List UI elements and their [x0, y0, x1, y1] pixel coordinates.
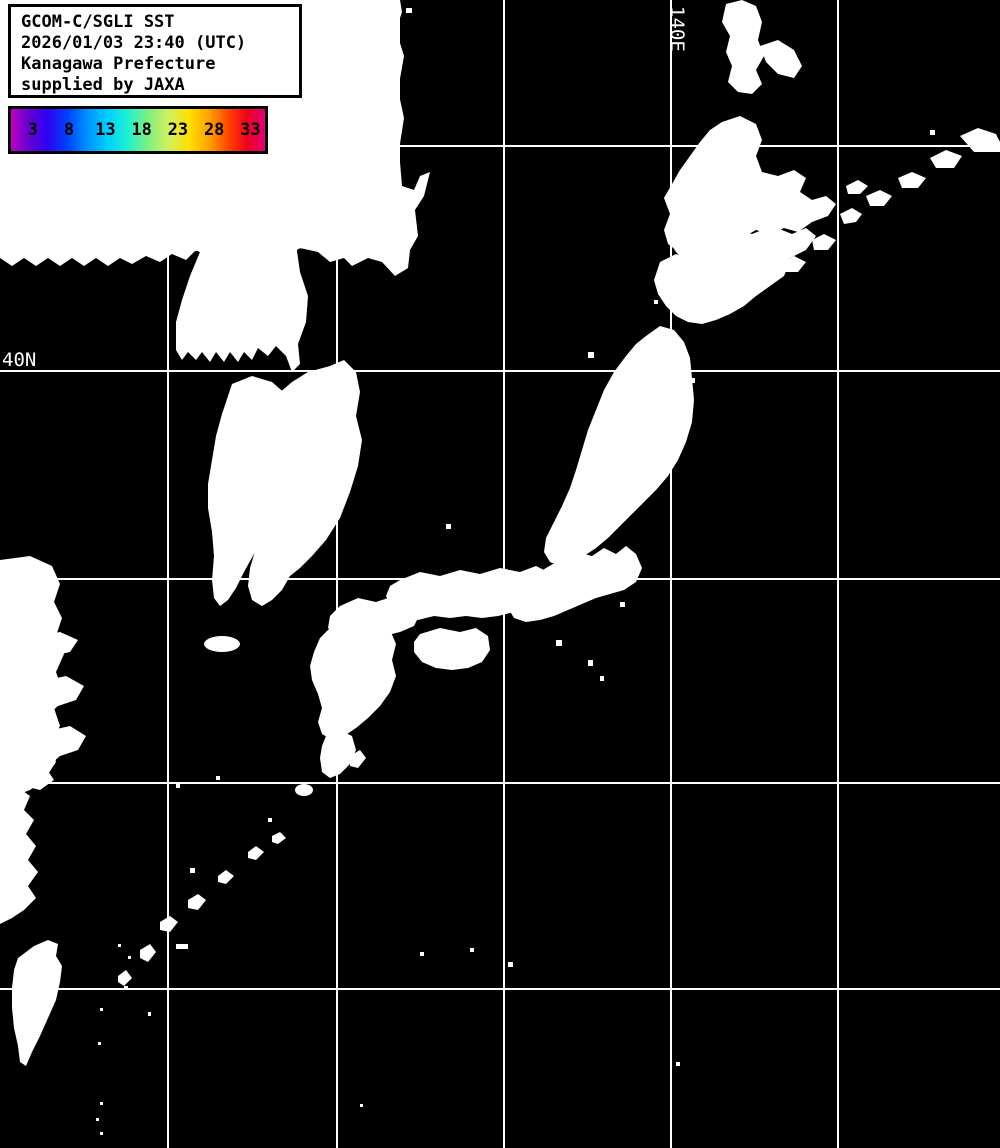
- gridline-vertical: [837, 0, 839, 1148]
- colorbar-tick-8: 8: [63, 120, 75, 140]
- gridline-vertical-140e: [670, 0, 672, 1148]
- gridline-horizontal-30n: [0, 782, 1000, 784]
- gridline-horizontal: [0, 370, 1000, 372]
- product-info-box: GCOM-C/SGLI SST 2026/01/03 23:40 (UTC) K…: [8, 4, 302, 98]
- product-datetime: 2026/01/03 23:40 (UTC): [21, 33, 247, 53]
- colorbar-tick-3: 3: [27, 120, 38, 140]
- gridline-horizontal-40n: [0, 578, 1000, 580]
- colorbar-tick-28: 28: [203, 120, 225, 140]
- gridline-vertical: [336, 0, 338, 1148]
- colorbar-tick-labels: 3 8 13 18 23 28 33: [11, 109, 265, 151]
- colorbar-tick-33: 33: [240, 120, 261, 140]
- longitude-label-140e: 140E: [666, 6, 688, 52]
- gridline-horizontal: [0, 988, 1000, 990]
- product-title: GCOM-C/SGLI SST: [21, 12, 175, 32]
- gridline-vertical: [167, 0, 169, 1148]
- colorbar-tick-23: 23: [167, 120, 189, 140]
- gridline-horizontal: [0, 145, 1000, 147]
- product-region: Kanagawa Prefecture: [21, 54, 216, 74]
- colorbar-gradient: [11, 109, 265, 151]
- gridline-vertical: [503, 0, 505, 1148]
- colorbar-tick-13: 13: [95, 120, 116, 140]
- latitude-label-40n: 40N: [2, 349, 37, 371]
- colorbar-tick-18: 18: [131, 120, 152, 140]
- latitude-label-30n: 30N: [2, 754, 37, 776]
- sst-colorbar: 3 8 13 18 23 28 33: [8, 106, 268, 154]
- product-credit: supplied by JAXA: [21, 75, 185, 95]
